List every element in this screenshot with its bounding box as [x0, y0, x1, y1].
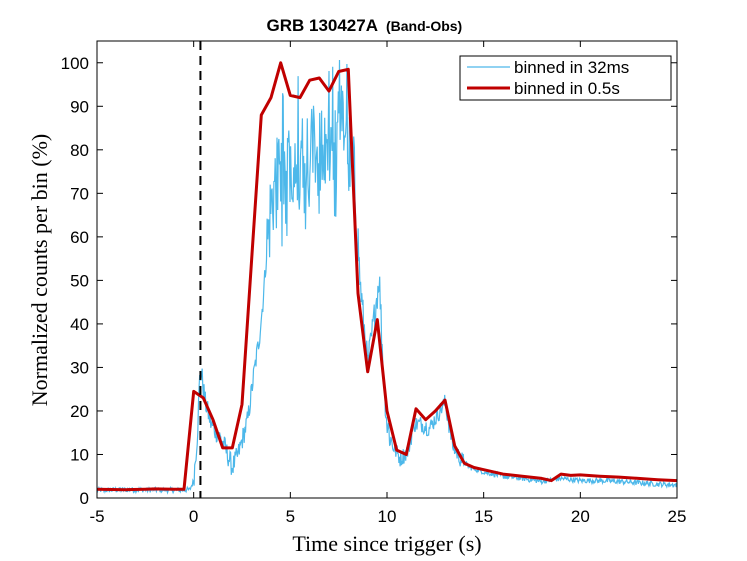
legend-box: [459, 55, 672, 101]
y-tick-label: 20: [70, 402, 89, 421]
x-axis: -5 0 5 10 15 20 25: [89, 41, 686, 526]
plot-frame: [96, 40, 678, 499]
y-tick-label: 60: [70, 228, 89, 247]
x-tick-label: 10: [378, 507, 397, 526]
y-tick-label: 70: [70, 184, 89, 203]
chart-subtitle: (Band-Obs): [386, 18, 462, 34]
x-axis-label: Time since trigger (s): [292, 531, 481, 556]
x-tick-label: 5: [286, 507, 295, 526]
y-axis: 0 10 20 30 40 50 60 70 80 90 100: [61, 54, 677, 508]
y-tick-label: 80: [70, 141, 89, 160]
y-tick-label: 100: [61, 54, 89, 73]
series-line-32ms: [96, 59, 678, 495]
legend-label-32ms: binned in 32ms: [514, 58, 629, 77]
y-tick-label: 10: [70, 445, 89, 464]
chart-title: GRB 130427A: [266, 16, 378, 35]
x-tick-label: 25: [668, 507, 687, 526]
series-line-05s: [96, 61, 678, 492]
y-tick-label: 30: [70, 358, 89, 377]
legend: binned in 32ms binned in 0.5s: [459, 55, 672, 101]
x-tick-label: 15: [474, 507, 493, 526]
y-axis-label: Normalized counts per bin (%): [27, 134, 52, 406]
x-tick-label: -5: [89, 507, 104, 526]
x-tick-label: 0: [189, 507, 198, 526]
series-layer: [96, 59, 678, 495]
y-tick-label: 40: [70, 315, 89, 334]
x-tick-label: 20: [571, 507, 590, 526]
y-tick-label: 0: [80, 489, 89, 508]
y-tick-label: 90: [70, 97, 89, 116]
y-tick-label: 50: [70, 271, 89, 290]
legend-label-05s: binned in 0.5s: [514, 79, 620, 98]
